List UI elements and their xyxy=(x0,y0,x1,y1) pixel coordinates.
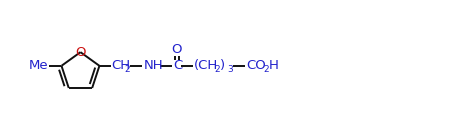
Text: NH: NH xyxy=(143,59,163,72)
Text: (CH: (CH xyxy=(194,59,219,72)
Text: 3: 3 xyxy=(227,65,233,74)
Text: O: O xyxy=(171,43,182,56)
Text: CO: CO xyxy=(246,59,266,72)
Text: C: C xyxy=(173,59,182,72)
Text: 2: 2 xyxy=(214,65,220,74)
Text: ): ) xyxy=(220,59,225,72)
Text: H: H xyxy=(269,59,279,72)
Text: 2: 2 xyxy=(263,65,269,74)
Text: 2: 2 xyxy=(125,65,131,74)
Text: CH: CH xyxy=(112,59,131,72)
Text: Me: Me xyxy=(29,59,48,72)
Text: O: O xyxy=(75,46,86,59)
